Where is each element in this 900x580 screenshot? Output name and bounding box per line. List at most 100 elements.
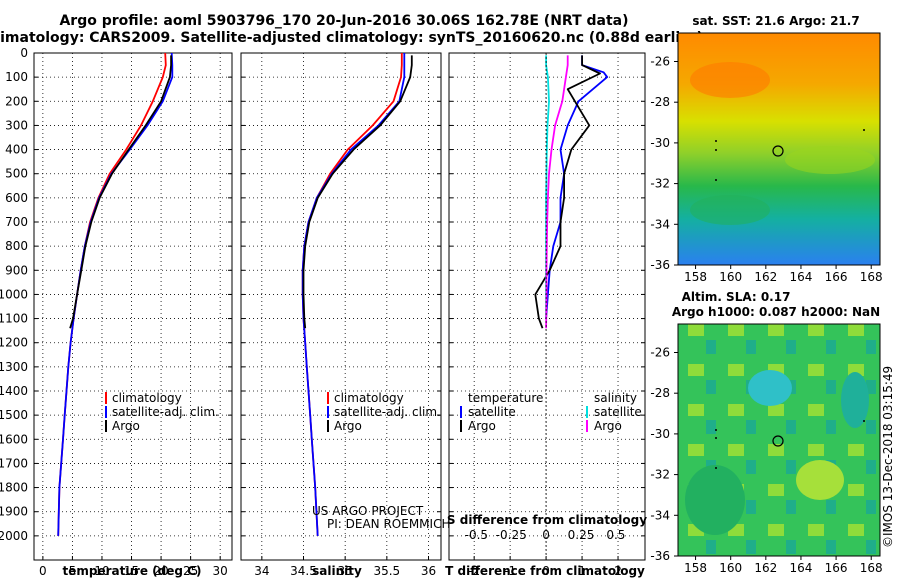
legend-label: satellite bbox=[468, 405, 516, 419]
legend-label: satellite bbox=[594, 405, 642, 419]
depth-tick-label: 0 bbox=[20, 46, 28, 60]
depth-tick-label: 1900 bbox=[0, 505, 28, 519]
difference-lines bbox=[534, 53, 609, 560]
imos-credit: ©IMOS 13-Dec-2018 03:15:49 bbox=[881, 366, 895, 548]
sst-lon-axis: 158 160 162 164 166 168 bbox=[684, 265, 883, 284]
sla-map bbox=[677, 323, 881, 557]
sla-map-frame bbox=[677, 323, 881, 557]
series-line-temperature-satellite bbox=[545, 55, 609, 319]
x-tick-label: 20 bbox=[153, 564, 168, 578]
island-dot bbox=[715, 429, 717, 431]
x-tick-label: 30 bbox=[213, 564, 228, 578]
lon-tick-label: 160 bbox=[719, 561, 742, 575]
x-tick-label: 0 bbox=[542, 564, 550, 578]
lon-tick-label: 166 bbox=[825, 270, 848, 284]
difference-legend: temperature satellite Argo salinity sate… bbox=[460, 391, 642, 433]
lon-tick-label: 158 bbox=[684, 270, 707, 284]
lat-tick-label: -36 bbox=[650, 258, 670, 272]
sla-patch bbox=[685, 465, 745, 535]
sst-patch bbox=[690, 195, 770, 225]
lat-tick-label: -34 bbox=[650, 508, 670, 522]
depth-tick-label: 1300 bbox=[0, 360, 28, 374]
lon-tick-label: 164 bbox=[790, 561, 813, 575]
x-tick-label: 35 bbox=[338, 564, 353, 578]
x-tick-label: 15 bbox=[124, 564, 139, 578]
title-line-1: Argo profile: aoml 5903796_170 20-Jun-20… bbox=[59, 13, 628, 29]
island-dot bbox=[715, 179, 717, 181]
x-tick-label: 2 bbox=[614, 564, 622, 578]
sla-lon-axis: 158 160 162 164 166 168 bbox=[684, 556, 883, 575]
difference-xlabel: T difference from climatology bbox=[445, 564, 645, 578]
depth-tick-label: 800 bbox=[5, 239, 28, 253]
depth-tick-label: 1400 bbox=[0, 384, 28, 398]
depth-tick-label: 900 bbox=[5, 263, 28, 277]
depth-tick-label: 200 bbox=[5, 94, 28, 108]
salinity-difference-label: S difference from climatology bbox=[447, 513, 647, 527]
legend-label: satellite-adj. clim. bbox=[334, 405, 441, 419]
s-tick-label: 0.5 bbox=[606, 528, 625, 542]
s-tick-label: -0.25 bbox=[496, 528, 527, 542]
series-line-argo bbox=[302, 55, 413, 329]
island-dot bbox=[715, 140, 717, 142]
legend-label: climatology bbox=[112, 391, 182, 405]
lon-tick-label: 158 bbox=[684, 561, 707, 575]
project-annotation-2: PI: DEAN ROEMMICH bbox=[327, 517, 450, 531]
depth-tick-label: 1700 bbox=[0, 456, 28, 470]
legend-label: climatology bbox=[334, 391, 404, 405]
temperature-xlabel: temperature (deg C) bbox=[63, 564, 202, 578]
legend-group-title: salinity bbox=[594, 391, 637, 405]
sla-high-patch bbox=[748, 370, 792, 406]
depth-tick-label: 700 bbox=[5, 215, 28, 229]
temperature-legend: climatology satellite-adj. clim. Argo bbox=[105, 391, 219, 433]
lon-tick-label: 162 bbox=[754, 561, 777, 575]
x-tick-label: 10 bbox=[94, 564, 109, 578]
sla-lat-axis: -26 -28 -30 -32 -34 -36 bbox=[650, 345, 678, 563]
salinity-xlabel: salinity bbox=[312, 564, 362, 578]
sst-map bbox=[677, 32, 881, 266]
panel-frame bbox=[240, 52, 442, 561]
sla-map-title: Altim. SLA: 0.17 bbox=[682, 290, 791, 304]
lon-tick-label: 164 bbox=[790, 270, 813, 284]
s-tick-label: -0.5 bbox=[465, 528, 488, 542]
legend-label: Argo bbox=[468, 419, 496, 433]
depth-tick-label: 300 bbox=[5, 118, 28, 132]
depth-tick-label: 1100 bbox=[0, 312, 28, 326]
argo-position-marker bbox=[772, 145, 784, 157]
depth-tick-label: 1600 bbox=[0, 432, 28, 446]
panel-frame bbox=[33, 52, 233, 561]
x-tick-label: 36 bbox=[421, 564, 436, 578]
project-annotation-1: US ARGO PROJECT bbox=[312, 504, 424, 518]
lat-tick-label: -30 bbox=[650, 427, 670, 441]
legend-label: Argo bbox=[594, 419, 622, 433]
lat-tick-label: -26 bbox=[650, 345, 670, 359]
salinity-panel bbox=[240, 52, 442, 561]
x-tick-label: 1 bbox=[578, 564, 586, 578]
s-tick-label: 0.25 bbox=[568, 528, 595, 542]
x-tick-label: 0 bbox=[39, 564, 47, 578]
series-line-argo bbox=[69, 55, 173, 329]
salinity-difference-axis: -0.5 -0.25 0 0.25 0.5 bbox=[465, 528, 626, 542]
title-line-2: Climatology: CARS2009. Satellite-adjuste… bbox=[0, 30, 703, 46]
salinity-x-axis: 34 34.5 35 35.5 36 bbox=[254, 556, 436, 578]
series-line-temperature-argo bbox=[534, 55, 601, 329]
depth-tick-label: 1000 bbox=[0, 287, 28, 301]
island-dot bbox=[863, 420, 865, 422]
depth-axis: 0 100 200 300 400 500 600 700 800 900 1000 1100 1200… bbox=[0, 46, 28, 543]
lat-tick-label: -28 bbox=[650, 386, 670, 400]
lat-tick-label: -36 bbox=[650, 549, 670, 563]
lon-tick-label: 160 bbox=[719, 270, 742, 284]
depth-tick-label: 1800 bbox=[0, 481, 28, 495]
sst-lat-axis: -26 -28 -30 -32 -34 -36 bbox=[650, 54, 678, 272]
sla-patch bbox=[841, 372, 869, 428]
x-tick-label: 25 bbox=[183, 564, 198, 578]
depth-tick-label: 1500 bbox=[0, 408, 28, 422]
sst-map-title: sat. SST: 21.6 Argo: 21.7 bbox=[692, 14, 859, 28]
lat-tick-label: -34 bbox=[650, 217, 670, 231]
lon-tick-label: 168 bbox=[860, 270, 883, 284]
lat-tick-label: -32 bbox=[650, 468, 670, 482]
island-dot bbox=[715, 437, 717, 439]
sla-map-subtitle: Argo h1000: 0.087 h2000: NaN bbox=[672, 305, 880, 319]
sst-patch bbox=[785, 146, 875, 174]
x-tick-label: 34 bbox=[254, 564, 269, 578]
